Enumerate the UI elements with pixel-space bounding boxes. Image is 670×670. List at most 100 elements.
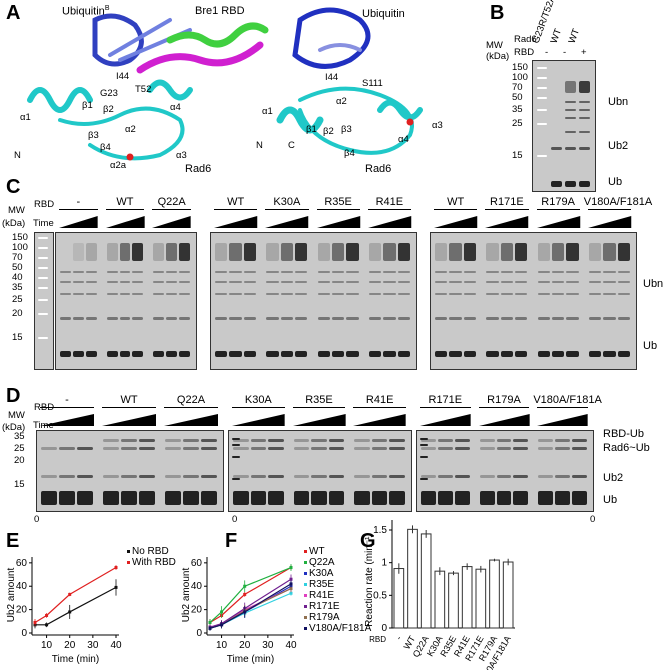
gel-band [106, 293, 118, 295]
panel_c-group-underline [59, 209, 98, 210]
time-gradient-wedge [105, 216, 145, 228]
x-tick-label: 20 [64, 640, 76, 651]
data-point [220, 610, 224, 614]
gel-band [85, 351, 97, 357]
time-gradient-wedge [232, 414, 285, 426]
legend-marker [304, 583, 307, 586]
gel-band [617, 281, 630, 283]
gel-band [421, 447, 436, 450]
label-beta2-right: β2 [323, 126, 334, 137]
gel-band [165, 475, 181, 478]
c-time-label: Time [33, 218, 54, 229]
gel-band [371, 439, 388, 442]
label-g23: G23 [100, 88, 118, 99]
gel-band [454, 439, 470, 442]
gel-band [579, 109, 590, 111]
gel-band [421, 439, 436, 442]
gel-band [153, 281, 165, 283]
gel-band [496, 439, 512, 442]
panel_d-gel [36, 430, 224, 512]
gel-band [617, 243, 630, 261]
wedge [164, 414, 218, 426]
gel-band [383, 271, 396, 273]
label-alpha4-right: α4 [398, 134, 409, 145]
b-marker: 25 [512, 118, 523, 129]
y-axis-label: Ub2 amount [181, 568, 192, 623]
b-marker: 15 [512, 150, 523, 161]
legend-label: With RBD [132, 557, 176, 568]
gel-band [566, 271, 579, 273]
c-band-ub: Ub [643, 340, 658, 352]
gel-band [496, 475, 512, 478]
gel-band [215, 281, 228, 283]
panel_d-group-label: R171E [428, 394, 463, 406]
gel-band [500, 293, 514, 295]
ladder-band [537, 87, 547, 89]
gel-band [317, 271, 330, 273]
gel-band [397, 271, 410, 273]
gel-band [346, 293, 359, 295]
label-alpha2: α2 [125, 124, 136, 135]
gel-band [201, 447, 217, 450]
y-tick-label: 0.5 [373, 590, 387, 601]
wedge [485, 216, 529, 228]
gel-band [588, 317, 602, 320]
panel_d-group-underline [164, 407, 218, 408]
gel-band [454, 475, 470, 478]
gel-band [368, 317, 382, 320]
gel-band [496, 491, 512, 505]
panel_d-group-label: Q22A [176, 394, 206, 406]
gel-band [280, 293, 294, 295]
marker-dash [420, 444, 428, 446]
bar [448, 572, 459, 629]
gel-band [588, 293, 602, 295]
time-gradient-wedge [587, 216, 631, 228]
gel-band [229, 271, 242, 273]
d-band-ub2: Ub2 [603, 472, 624, 484]
gel-band [486, 293, 499, 295]
gel-band [250, 439, 267, 442]
wedge [265, 216, 309, 228]
gel-band [551, 147, 562, 150]
wedge [152, 216, 191, 228]
gel-band [295, 317, 308, 320]
gel-band [132, 351, 144, 357]
panel_c-group-underline [587, 209, 631, 210]
gel-band [572, 439, 587, 442]
gel-band [293, 447, 310, 450]
data-point [33, 620, 37, 624]
label-ubiquitin-right: Ubiquitin [362, 8, 405, 20]
gel-band [266, 293, 279, 295]
gel-band [233, 447, 249, 450]
gel-band [463, 317, 477, 320]
gel-band [280, 317, 294, 320]
gel-band [500, 351, 514, 357]
legend-marker [304, 550, 307, 553]
gel-band [537, 243, 550, 261]
gel-band [60, 293, 71, 295]
gel-band [565, 101, 576, 103]
gel-band [389, 475, 405, 478]
gel-band [229, 243, 242, 261]
d-marker: 15 [14, 479, 25, 490]
gel-band [317, 243, 330, 261]
gel-band [229, 293, 242, 295]
gel-band [266, 243, 279, 261]
time-gradient-wedge [537, 414, 588, 426]
wedge [232, 414, 285, 426]
bar [407, 528, 418, 629]
b-marker: 35 [512, 104, 523, 115]
b-marker: 100 [512, 72, 528, 83]
panel-label-d: D [6, 385, 21, 407]
gel-band [295, 351, 308, 357]
gel-band [243, 317, 257, 320]
label-beta1-right: β1 [306, 124, 317, 135]
gel-band [555, 475, 571, 478]
marker-dash [232, 438, 240, 440]
gel-band [166, 243, 178, 261]
data-point [289, 577, 293, 581]
gel-band [295, 243, 308, 261]
gel-band [331, 293, 345, 295]
gel-band [250, 447, 267, 450]
time-gradient-wedge [316, 216, 360, 228]
